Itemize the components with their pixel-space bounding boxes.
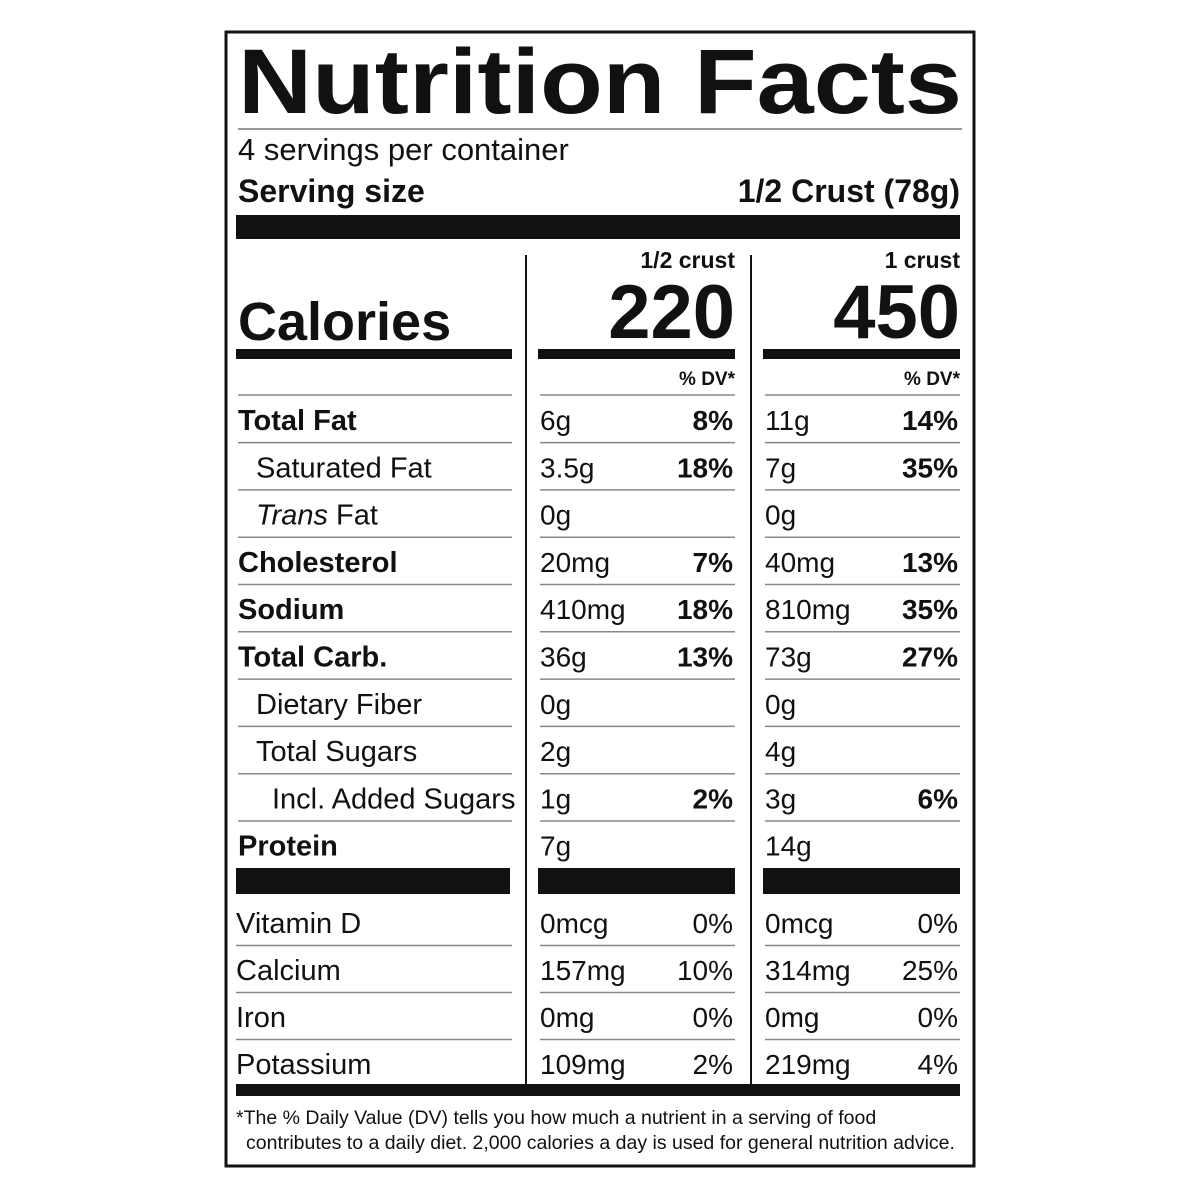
- serving-size-label: Serving size: [238, 173, 425, 209]
- amount: 7g: [765, 452, 796, 483]
- footnote: contributes to a daily diet. 2,000 calor…: [246, 1132, 955, 1154]
- nutrient-name-text: Dietary Fiber: [256, 689, 422, 721]
- nutrient-name-text: Total Carb.: [238, 642, 387, 674]
- thick-bar: [236, 215, 960, 239]
- vitamin-name: Potassium: [236, 1049, 371, 1081]
- nutrient-name: Cholesterol: [238, 547, 398, 579]
- nutrient-name: Incl. Added Sugars: [272, 783, 515, 815]
- daily-value: 0%: [693, 908, 733, 939]
- daily-value: 0%: [918, 908, 958, 939]
- daily-value: 0%: [918, 1002, 958, 1033]
- thick-bar: [236, 868, 510, 894]
- servings: 4 servings per container: [238, 132, 569, 167]
- nutrient-name: Total Carb.: [238, 642, 387, 674]
- nutrient-name-text: Incl. Added Sugars: [272, 783, 515, 815]
- daily-value: 4%: [918, 1049, 958, 1080]
- amount: 3g: [765, 783, 796, 814]
- amount: 109mg: [540, 1049, 626, 1080]
- daily-value: 7%: [693, 547, 734, 578]
- nutrient-name: Saturated Fat: [256, 452, 432, 484]
- nutrient-name: Trans Fat: [256, 500, 378, 532]
- nutrient-name-text: Cholesterol: [238, 547, 398, 579]
- amount: 0g: [765, 500, 796, 531]
- nutrient-name-text: Protein: [238, 831, 338, 863]
- calories-label: Calories: [238, 292, 451, 352]
- amount: 20mg: [540, 547, 610, 578]
- daily-value: 18%: [677, 452, 733, 483]
- calories-value: 220: [608, 270, 735, 355]
- daily-value: 6%: [918, 783, 959, 814]
- nutrient-name: Sodium: [238, 594, 344, 626]
- amount: 36g: [540, 642, 587, 673]
- amount: 0g: [540, 500, 571, 531]
- thick-bar: [763, 868, 960, 894]
- amount: 4g: [765, 736, 796, 767]
- title: Nutrition Facts: [238, 31, 962, 133]
- amount: 0g: [765, 689, 796, 720]
- calories-bar: [763, 349, 960, 359]
- amount: 7g: [540, 831, 571, 862]
- thick-bar: [538, 868, 735, 894]
- vitamin-name: Iron: [236, 1002, 286, 1034]
- daily-value: 2%: [693, 1049, 733, 1080]
- amount: 0g: [540, 689, 571, 720]
- amount: 219mg: [765, 1049, 851, 1080]
- daily-value: 2%: [693, 783, 734, 814]
- daily-value: 25%: [902, 955, 958, 986]
- daily-value: 8%: [693, 405, 734, 436]
- daily-value: 18%: [677, 594, 733, 625]
- vitamin-name: Calcium: [236, 955, 341, 987]
- serving-size-value: 1/2 Crust (78g): [738, 173, 960, 209]
- nutrient-name: Total Fat: [238, 405, 357, 437]
- nutrient-name: Dietary Fiber: [256, 689, 422, 721]
- thick-bar: [236, 1084, 960, 1096]
- calories-value: 450: [833, 270, 960, 355]
- amount: 2g: [540, 736, 571, 767]
- nutrient-name-text: Total Sugars: [256, 736, 417, 768]
- nutrient-name: Protein: [238, 831, 338, 863]
- daily-value: 13%: [902, 547, 958, 578]
- amount: 0mg: [765, 1002, 819, 1033]
- nutrient-name-italic: Trans: [256, 500, 328, 532]
- nutrient-name: Total Sugars: [256, 736, 417, 768]
- calories-bar: [236, 349, 512, 359]
- amount: 314mg: [765, 955, 851, 986]
- amount: 73g: [765, 642, 812, 673]
- amount: 0mcg: [540, 908, 608, 939]
- dv-header: % DV*: [904, 369, 961, 390]
- nutrient-name-text: Sodium: [238, 594, 344, 626]
- column-header: 1/2 crust: [640, 247, 735, 273]
- daily-value: 35%: [902, 594, 958, 625]
- vitamin-name: Vitamin D: [236, 908, 361, 940]
- daily-value: 14%: [902, 405, 958, 436]
- amount: 3.5g: [540, 452, 595, 483]
- amount: 0mcg: [765, 908, 833, 939]
- daily-value: 10%: [677, 955, 733, 986]
- amount: 157mg: [540, 955, 626, 986]
- amount: 14g: [765, 831, 812, 862]
- daily-value: 35%: [902, 452, 958, 483]
- calories-bar: [538, 349, 735, 359]
- dv-header: % DV*: [679, 369, 736, 390]
- amount: 40mg: [765, 547, 835, 578]
- daily-value: 0%: [693, 1002, 733, 1033]
- nutrient-name-text: Total Fat: [238, 405, 357, 437]
- amount: 6g: [540, 405, 571, 436]
- amount: 810mg: [765, 594, 851, 625]
- amount: 410mg: [540, 594, 626, 625]
- daily-value: 13%: [677, 642, 733, 673]
- nutrient-name-text: Fat: [336, 500, 378, 532]
- amount: 0mg: [540, 1002, 594, 1033]
- amount: 1g: [540, 783, 571, 814]
- nutrient-name-text: Saturated Fat: [256, 452, 432, 484]
- column-header: 1 crust: [885, 247, 961, 273]
- footnote: *The % Daily Value (DV) tells you how mu…: [236, 1107, 876, 1129]
- amount: 11g: [765, 405, 810, 436]
- daily-value: 27%: [902, 642, 958, 673]
